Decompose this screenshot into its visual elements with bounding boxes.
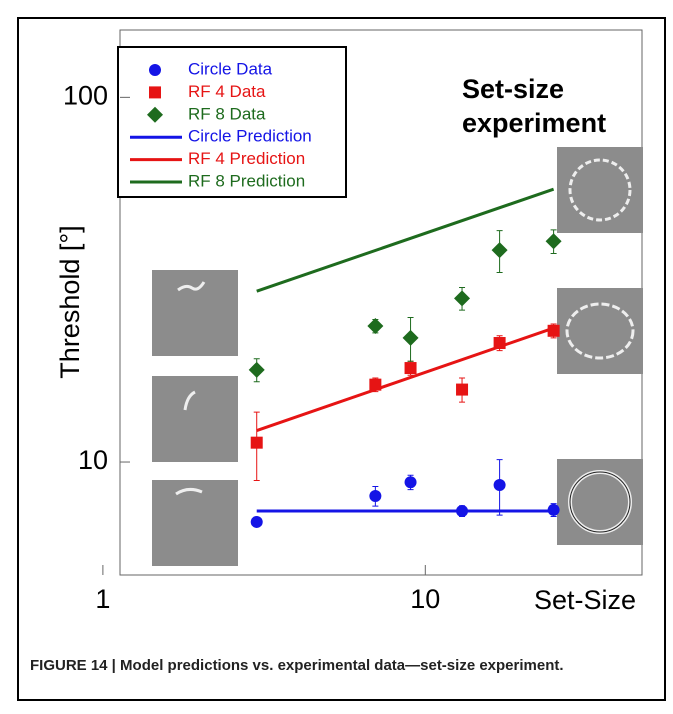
diamond-marker bbox=[147, 106, 163, 123]
circle-marker bbox=[250, 515, 263, 528]
circle-marker bbox=[149, 64, 161, 76]
legend-label: RF 8 Prediction bbox=[188, 171, 305, 190]
stimulus-images bbox=[152, 147, 643, 566]
figure-caption: FIGURE 14 | Model predictions vs. experi… bbox=[30, 657, 564, 674]
legend-label: RF 4 Data bbox=[188, 82, 266, 101]
circle-marker bbox=[493, 478, 506, 491]
chart-title: Set-size experiment bbox=[462, 74, 607, 138]
x-axis-label: Set-Size bbox=[534, 585, 636, 615]
square-marker bbox=[456, 383, 469, 396]
y-tick-label: 100 bbox=[63, 80, 108, 110]
diamond-marker bbox=[545, 233, 562, 250]
y-tick-label: 10 bbox=[78, 445, 108, 475]
circle-marker bbox=[369, 489, 382, 502]
prediction-line bbox=[256, 326, 555, 432]
square-marker bbox=[149, 86, 161, 99]
legend-label: Circle Data bbox=[188, 59, 273, 78]
legend-label: RF 4 Prediction bbox=[188, 149, 305, 168]
x-tick-label: 10 bbox=[410, 584, 440, 614]
legend-label: RF 8 Data bbox=[188, 104, 266, 123]
diamond-marker bbox=[402, 329, 419, 346]
figure-frame bbox=[17, 17, 666, 701]
prediction-line bbox=[256, 187, 555, 293]
diamond-marker bbox=[454, 290, 471, 307]
legend-label: Circle Prediction bbox=[188, 127, 312, 146]
y-axis-label: Threshold [°] bbox=[55, 225, 85, 378]
diamond-marker bbox=[367, 318, 384, 335]
diamond-marker bbox=[491, 242, 508, 259]
circle-marker bbox=[404, 476, 417, 489]
square-marker bbox=[404, 362, 417, 375]
diamond-marker bbox=[248, 361, 265, 378]
square-marker bbox=[250, 436, 263, 449]
x-tick-label: 1 bbox=[95, 584, 110, 614]
